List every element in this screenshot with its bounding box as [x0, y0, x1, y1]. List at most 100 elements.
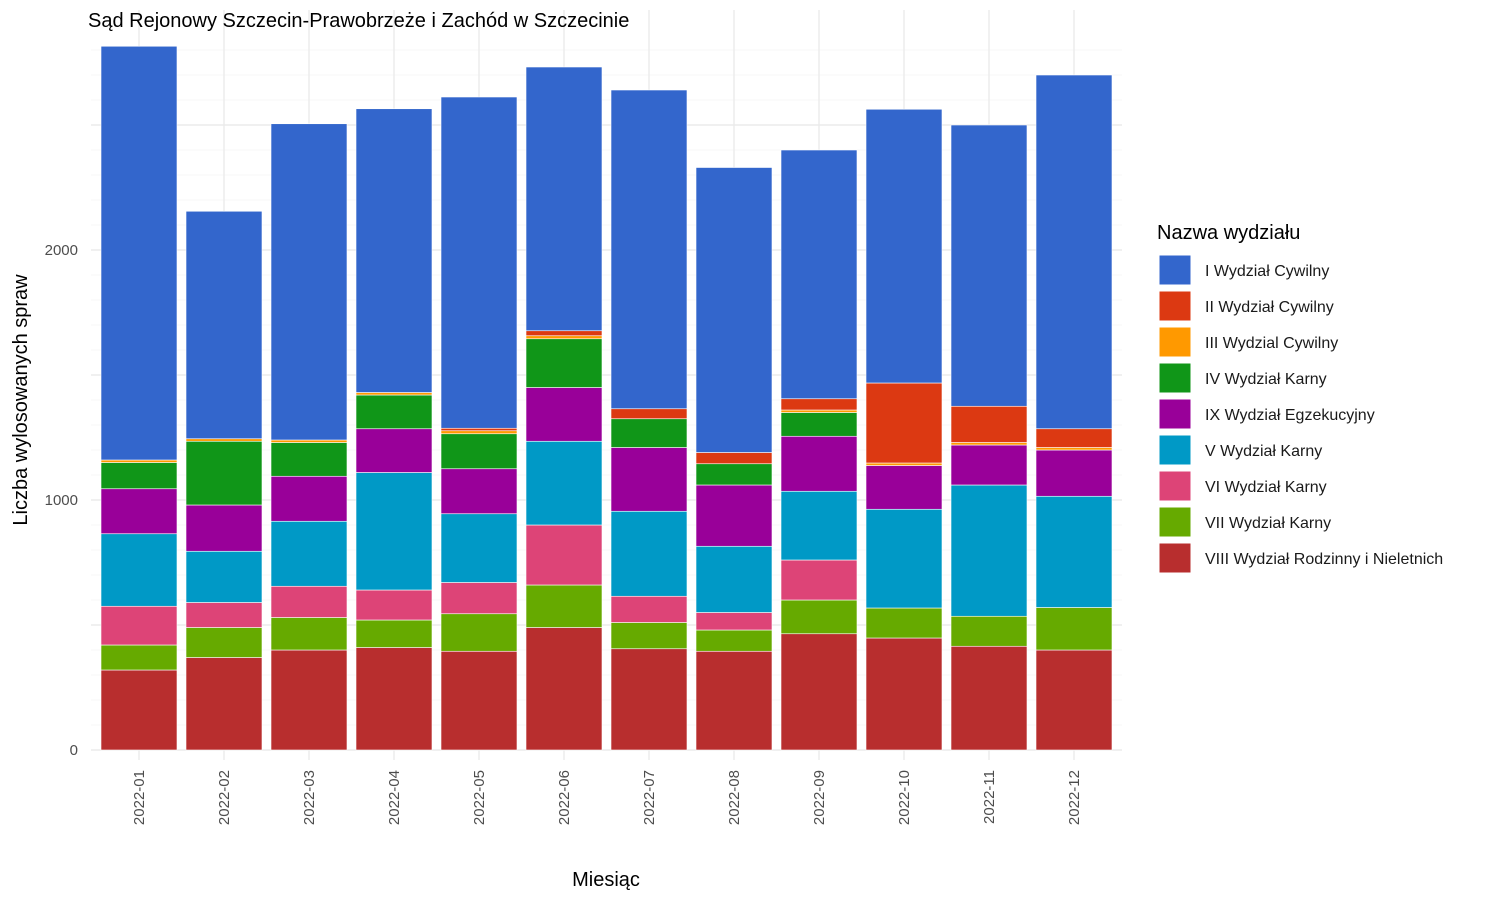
bar-segment	[270, 439, 348, 443]
y-axis-title: Liczba wylosowanych spraw	[10, 274, 32, 526]
bar-segment	[440, 96, 518, 429]
bar-segment	[440, 427, 518, 432]
bar-segment	[185, 210, 263, 440]
bar-segment	[865, 462, 943, 466]
bar-segment	[610, 418, 688, 448]
bar-segment	[100, 488, 178, 535]
bar-segment	[950, 444, 1028, 486]
bar-segment	[525, 338, 603, 388]
bar-segment	[780, 412, 858, 437]
bar-segment	[695, 545, 773, 613]
bar-segment	[950, 442, 1028, 446]
bar-segment	[610, 89, 688, 410]
x-tick-label: 2022-08	[726, 770, 743, 825]
bar-segment	[695, 629, 773, 652]
bar-segment	[1035, 495, 1113, 608]
bar-segment	[440, 468, 518, 515]
legend-swatch	[1158, 398, 1192, 430]
x-tick-label: 2022-05	[471, 770, 488, 825]
legend-swatch	[1158, 542, 1192, 574]
bar-segment	[355, 647, 433, 751]
y-tick-label: 0	[70, 742, 78, 759]
bar-segment	[695, 612, 773, 631]
bar-segment	[100, 669, 178, 751]
chart-title: Sąd Rejonowy Szczecin-Prawobrzeże i Zach…	[88, 10, 629, 32]
x-tick-label: 2022-03	[301, 770, 318, 825]
legend-label: VIII Wydział Rodzinny i Nieletnich	[1205, 551, 1443, 568]
bar-segment	[865, 108, 943, 384]
bar-segment	[355, 619, 433, 648]
legend-item: V Wydział Karny	[1158, 434, 1322, 466]
bar-segment	[185, 440, 263, 506]
legend-item: VII Wydział Karny	[1158, 506, 1331, 538]
legend-swatch	[1158, 290, 1192, 322]
bar-segment	[185, 438, 263, 442]
bar-segment	[185, 627, 263, 658]
x-tick-label: 2022-11	[981, 770, 998, 824]
legend-item: VIII Wydział Rodzinny i Nieletnich	[1158, 542, 1443, 574]
bar-segment	[780, 633, 858, 751]
legend-item: VI Wydział Karny	[1158, 470, 1327, 502]
legend-label: IX Wydział Egzekucyjny	[1205, 407, 1375, 424]
bar-segment	[1035, 449, 1113, 497]
legend-swatch	[1158, 362, 1192, 394]
bar-segment	[1035, 428, 1113, 448]
legend-swatch	[1158, 434, 1192, 466]
bar-segment	[440, 433, 518, 470]
bar-segment	[610, 447, 688, 512]
legend-item: IV Wydział Karny	[1158, 362, 1327, 394]
bar-segment	[695, 650, 773, 751]
bar-segment	[865, 465, 943, 510]
bar-segment	[185, 504, 263, 552]
bar-segment	[525, 66, 603, 332]
bar-segment	[100, 533, 178, 607]
legend-title: Nazwa wydziału	[1157, 222, 1300, 244]
bar-segment	[865, 637, 943, 751]
bar-segment	[525, 524, 603, 586]
bar-segment	[270, 123, 348, 441]
x-axis-ticks: 2022-01 2022-02 2022-03 2022-04 2022-05 2022-…	[131, 770, 1083, 825]
legend-swatch	[1158, 326, 1192, 358]
bar-segment	[525, 627, 603, 751]
y-axis-ticks: 0 1000 2000	[45, 242, 78, 759]
legend-label: II Wydział Cywilny	[1205, 299, 1334, 316]
bar-segment	[780, 559, 858, 601]
bar-segment	[270, 585, 348, 618]
bar-segment	[185, 602, 263, 628]
bar-segment	[270, 475, 348, 522]
bar-segment	[695, 452, 773, 465]
x-tick-label: 2022-02	[216, 770, 233, 825]
bar-segment	[440, 613, 518, 652]
bar-segment	[1035, 447, 1113, 451]
x-tick-label: 2022-06	[556, 770, 573, 825]
bar-segment	[355, 589, 433, 621]
legend-label: VII Wydział Karny	[1205, 515, 1331, 532]
bar-segment	[950, 484, 1028, 617]
legend: Nazwa wydziału I Wydział Cywilny II Wydzi…	[1157, 222, 1443, 574]
x-tick-label: 2022-07	[641, 770, 658, 825]
bar-segment	[780, 398, 858, 411]
bar-segment	[950, 615, 1028, 647]
x-axis-title: Miesiąc	[572, 869, 640, 891]
bar-segment	[610, 595, 688, 623]
legend-label: V Wydział Karny	[1205, 443, 1322, 460]
bar-segment	[610, 648, 688, 751]
bar-segment	[100, 644, 178, 671]
bar-segment	[355, 472, 433, 591]
bar-segment	[440, 582, 518, 615]
legend-swatch	[1158, 506, 1192, 538]
legend-label: III Wydzial Cywilny	[1205, 335, 1338, 352]
legend-swatch	[1158, 470, 1192, 502]
bar-segment	[185, 550, 263, 603]
bar-segment	[355, 428, 433, 473]
bar-segment	[355, 108, 433, 393]
bar-segment	[610, 622, 688, 650]
bar-segment	[865, 607, 943, 639]
bar-segment	[1035, 649, 1113, 751]
bars	[100, 45, 1113, 751]
bar-segment	[525, 387, 603, 442]
legend-item: II Wydział Cywilny	[1158, 290, 1334, 322]
x-tick-label: 2022-01	[131, 770, 148, 825]
bar-segment	[525, 335, 603, 340]
